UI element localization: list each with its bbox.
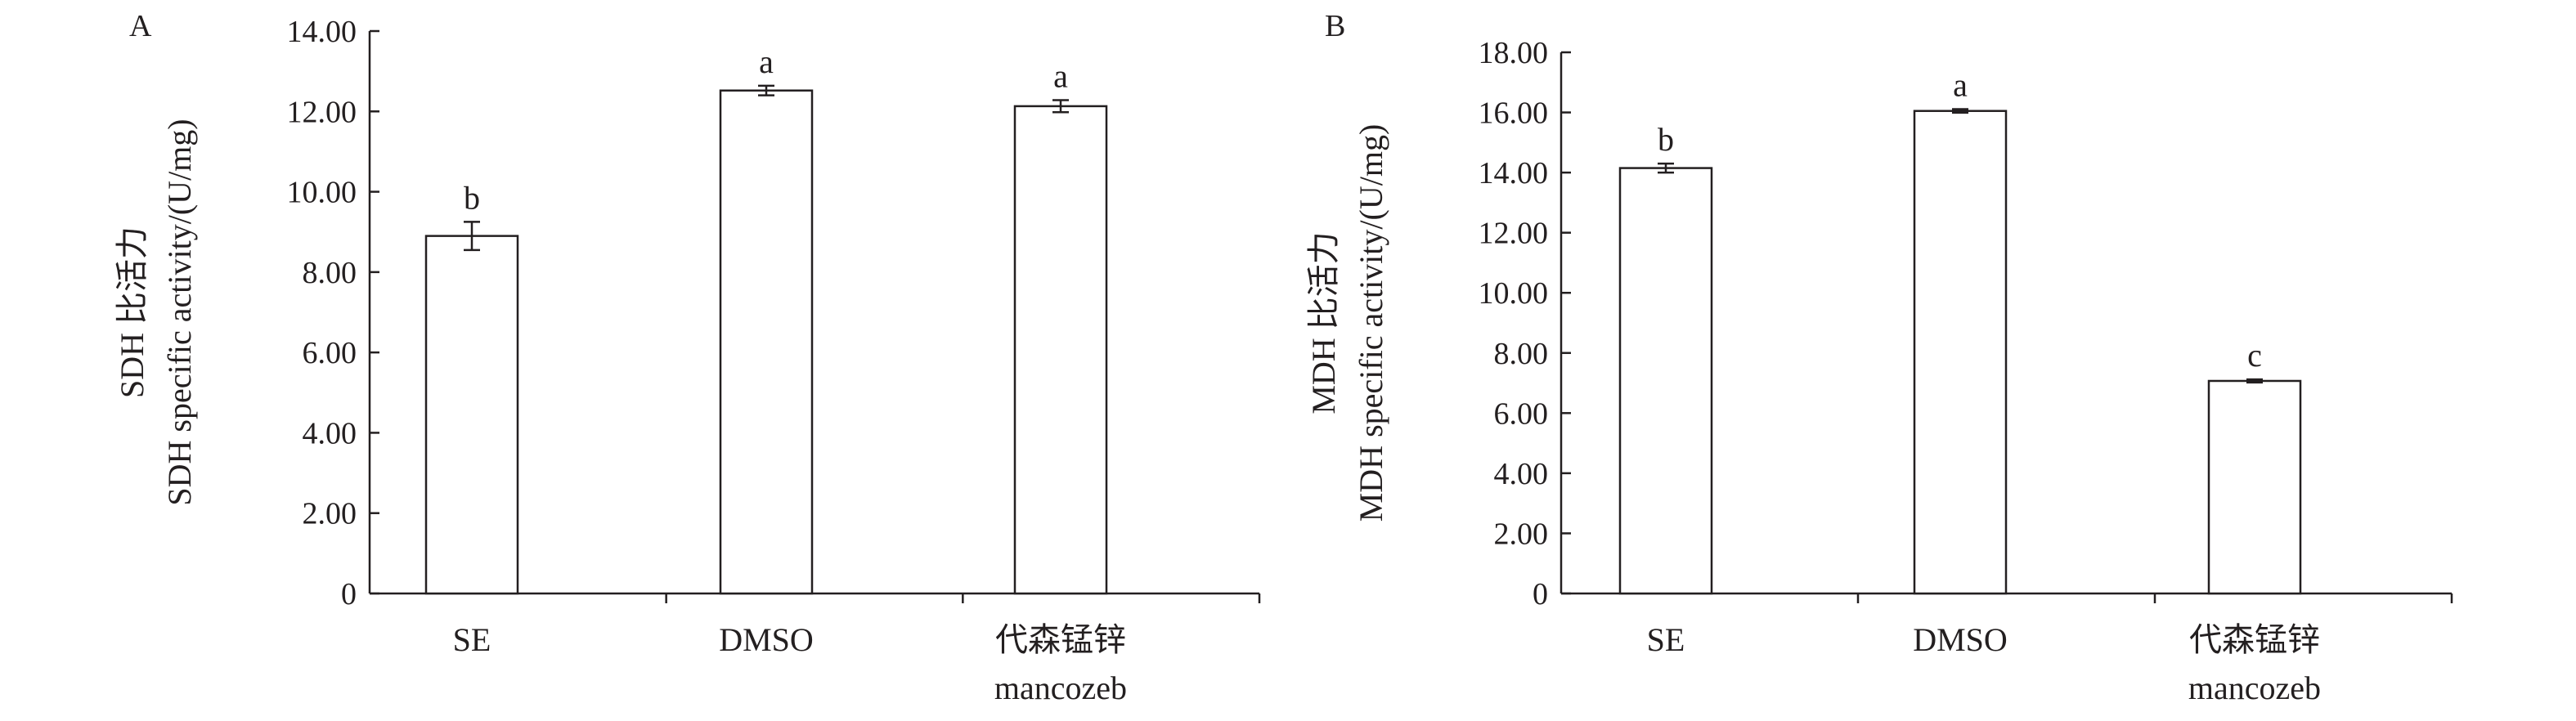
y-tick-label: 14.00	[287, 15, 357, 49]
category-label: DMSO	[1913, 621, 2008, 658]
bar	[1913, 110, 2008, 595]
significance-letter: b	[1658, 121, 1674, 158]
y-tick-label: 8.00	[1494, 337, 1549, 371]
y-tick-label: 2.00	[1494, 517, 1549, 551]
y-tick-label: 4.00	[303, 416, 357, 450]
y-tick-label: 10.00	[287, 176, 357, 210]
y-tick-label: 18.00	[1479, 36, 1549, 70]
panel-label: A	[129, 9, 152, 43]
significance-letter: a	[759, 43, 774, 80]
y-tick-label: 0	[1533, 577, 1548, 611]
bar	[719, 89, 814, 595]
category-label: 代森锰锌	[2189, 621, 2320, 658]
y-tick-label: 16.00	[1479, 96, 1549, 131]
y-axis-label: MDH 比活力 MDH specific activity/(U/mg)	[1305, 124, 1389, 522]
y-axis-label: SDH 比活力 SDH specific activity/(U/mg)	[114, 119, 198, 505]
y-axis-label-line: MDH specific activity/(U/mg)	[1353, 124, 1389, 522]
panel-a-chart: A 0 2.00 4.00 6.00 8.00 10.00 12.00 14.00 b SE a DMS…	[114, 9, 1261, 706]
y-axis-label-line: SDH specific activity/(U/mg)	[161, 119, 198, 505]
category-label: DMSO	[719, 621, 814, 658]
significance-letter: a	[1953, 67, 1968, 104]
panel-b-chart: B 0 2.00 4.00 6.00 8.00 10.00 12.00 14.00 16.00 18…	[1305, 9, 2453, 706]
category-sublabel: mancozeb	[2188, 670, 2321, 706]
y-tick-label: 14.00	[1479, 156, 1549, 190]
y-tick-label: 10.00	[1479, 276, 1549, 311]
bar	[2207, 379, 2302, 595]
y-tick-label: 2.00	[303, 497, 357, 531]
bar	[424, 235, 519, 595]
y-tick-label: 6.00	[303, 336, 357, 370]
y-tick-label: 12.00	[1479, 217, 1549, 251]
y-tick-label: 12.00	[287, 95, 357, 129]
y-tick-label: 4.00	[1494, 457, 1549, 491]
y-tick-label: 0	[341, 577, 357, 611]
significance-letter: b	[464, 179, 480, 216]
bar	[1618, 167, 1713, 595]
y-axis-label-line: SDH 比活力	[114, 226, 150, 398]
category-label: SE	[453, 621, 491, 658]
category-label: 代森锰锌	[995, 621, 1126, 658]
panel-label: B	[1325, 9, 1345, 43]
category-label: SE	[1647, 621, 1685, 658]
y-tick-label: 8.00	[303, 256, 357, 290]
y-tick-label: 6.00	[1494, 396, 1549, 431]
significance-letter: c	[2247, 337, 2262, 374]
significance-letter: a	[1053, 58, 1068, 95]
bar	[1013, 105, 1108, 595]
category-sublabel: mancozeb	[994, 670, 1127, 706]
y-axis-label-line: MDH 比活力	[1305, 231, 1342, 414]
